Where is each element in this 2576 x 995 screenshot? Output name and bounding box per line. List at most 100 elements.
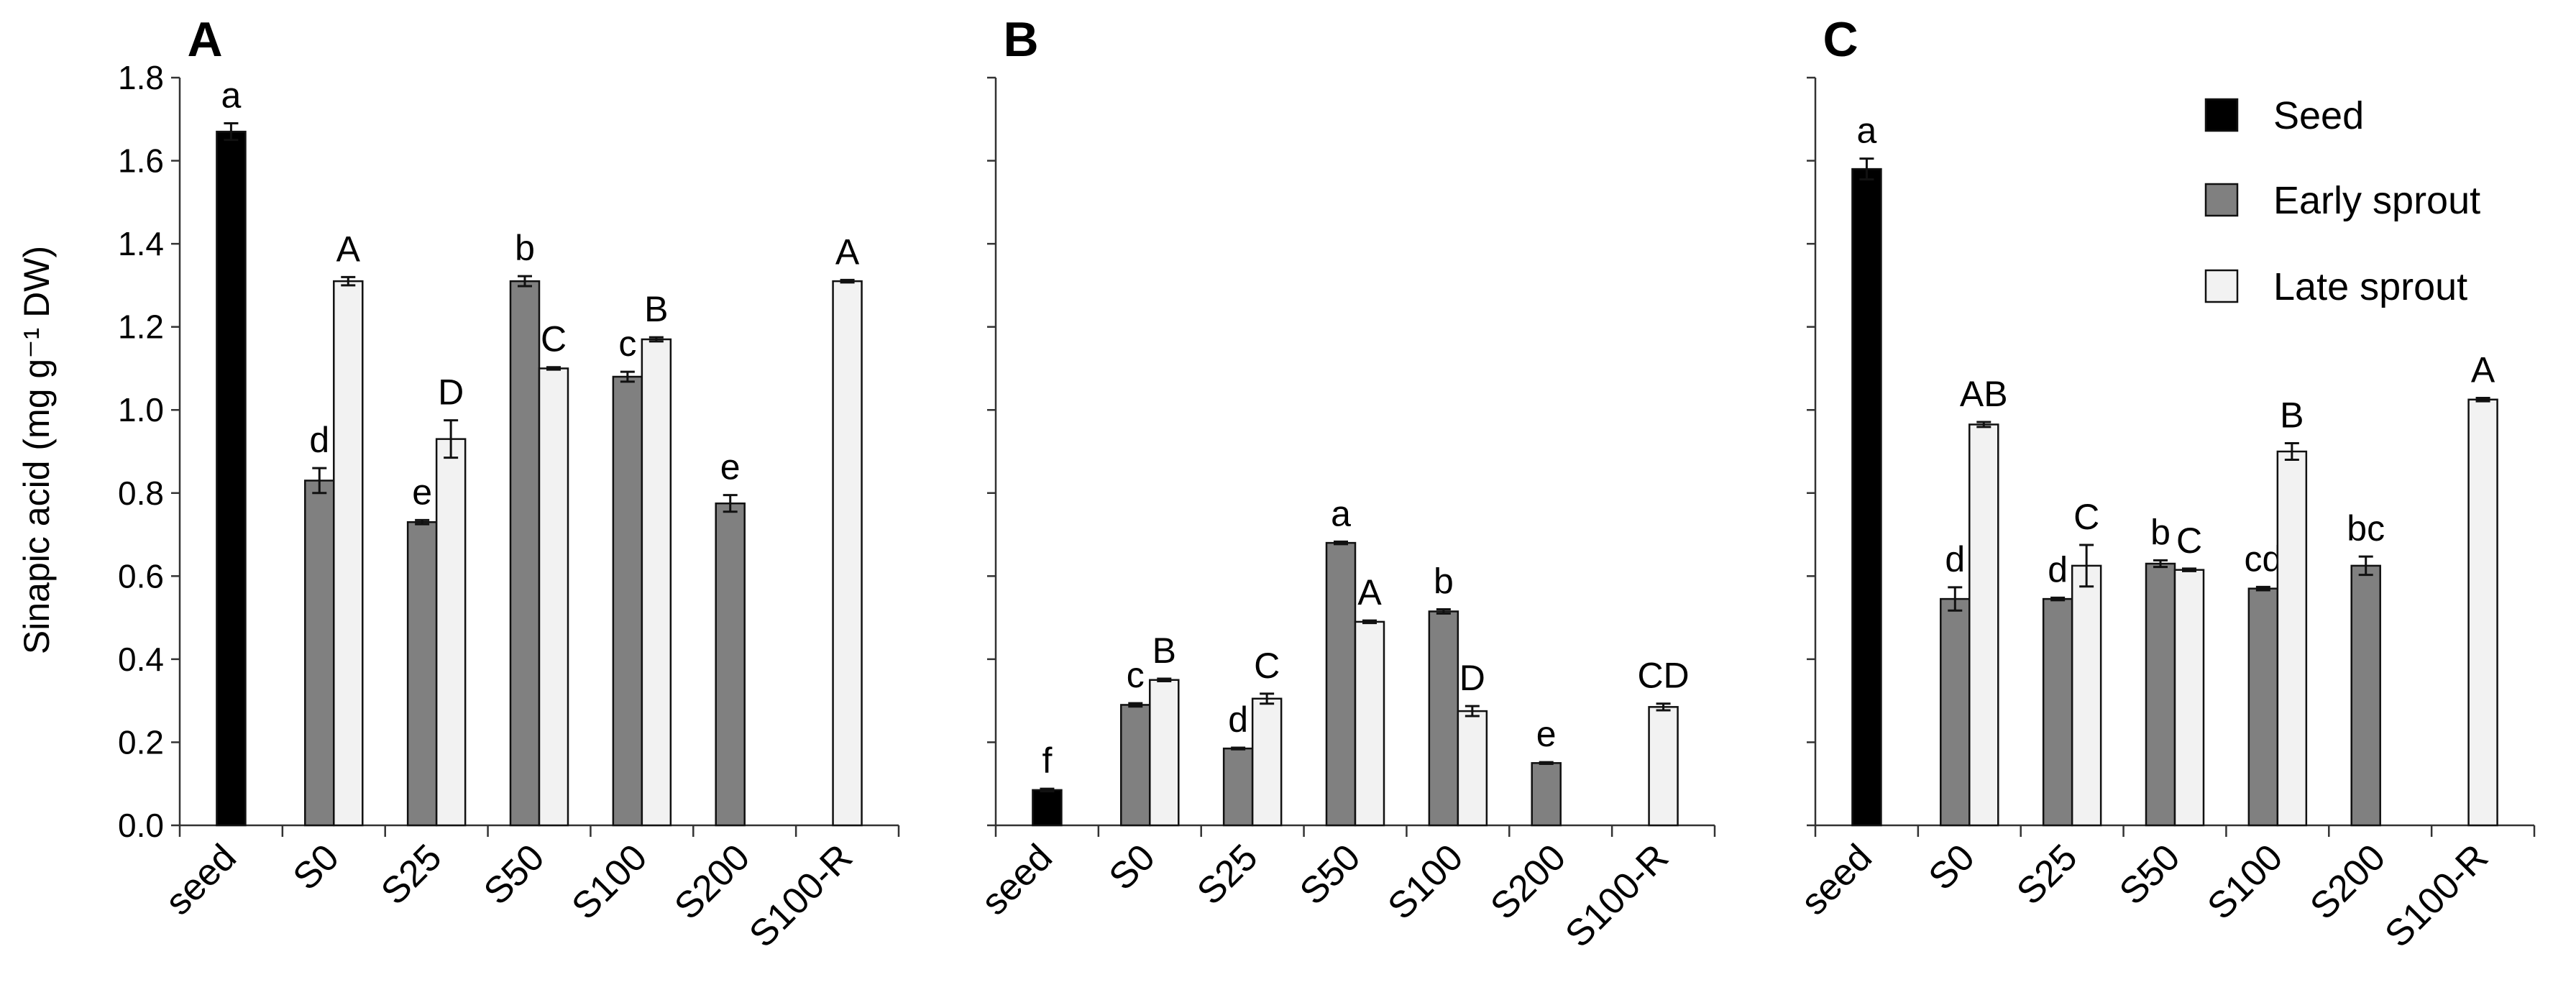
bar-S100-R-late-sprout (832, 280, 863, 827)
bar-S100-R-late-sprout (1648, 706, 1679, 827)
y-tick-label: 1.6 (118, 142, 164, 180)
significance-label: C (541, 319, 567, 359)
bar-S100-late-sprout (2276, 450, 2308, 827)
bar-S200-early-sprout (1531, 762, 1562, 827)
panel-letter: C (1823, 12, 1858, 67)
significance-label: B (644, 289, 668, 329)
significance-label: e (1536, 714, 1557, 754)
significance-label: AB (1960, 374, 2008, 414)
significance-label: CD (1637, 656, 1689, 696)
y-axis-label: Sinapic acid (mg g⁻¹ DW) (17, 246, 57, 654)
significance-label: e (720, 447, 741, 487)
significance-label: C (2176, 521, 2202, 561)
bar-S25-late-sprout (1251, 697, 1283, 827)
legend-swatch-seed (2204, 98, 2239, 132)
x-tick-label: S50 (2112, 836, 2188, 912)
bar-seed-seed (1851, 168, 1882, 827)
x-tick-label: S100-R (2377, 836, 2496, 955)
legend-label: Seed (2273, 94, 2364, 137)
bar-S25-late-sprout (2071, 564, 2102, 827)
bar-S50-early-sprout (1325, 541, 1357, 827)
significance-label: A (336, 229, 361, 269)
bar-S100-early-sprout (612, 375, 643, 827)
y-tick-label: 0.2 (118, 723, 164, 761)
y-tick-label: 1.0 (118, 391, 164, 428)
bar-S100-late-sprout (641, 338, 672, 827)
x-tick-label: seed (157, 836, 244, 923)
bar-S0-late-sprout (333, 280, 364, 827)
significance-label: B (2280, 395, 2304, 435)
bar-S50-early-sprout (509, 280, 541, 827)
x-tick-label: S200 (1482, 836, 1574, 927)
bar-S0-early-sprout (1120, 704, 1151, 827)
bar-seed-seed (1032, 789, 1063, 827)
y-tick-label: 0.8 (118, 474, 164, 512)
significance-label: C (2073, 497, 2099, 537)
bar-S25-late-sprout (435, 438, 467, 827)
bar-S50-late-sprout (1354, 620, 1385, 827)
bar-S25-early-sprout (1222, 747, 1254, 827)
significance-label: d (309, 420, 329, 460)
significance-label: d (1945, 539, 1965, 579)
significance-label: A (2471, 349, 2495, 390)
bar-S200-early-sprout (715, 502, 746, 827)
legend-label: Late sprout (2273, 265, 2467, 308)
legend-label: Early sprout (2273, 179, 2480, 222)
significance-label: b (515, 228, 535, 268)
bar-S25-early-sprout (2042, 597, 2073, 827)
y-tick-label: 1.2 (118, 308, 164, 346)
y-tick-label: 1.4 (118, 225, 164, 262)
x-tick-label: S25 (2009, 836, 2085, 912)
significance-label: cd (2244, 538, 2282, 579)
significance-label: D (1459, 658, 1485, 698)
x-tick-label: S100-R (741, 836, 861, 955)
significance-label: d (1228, 700, 1248, 740)
significance-label: D (438, 372, 464, 413)
bar-S100-R-late-sprout (2467, 398, 2498, 827)
bar-S0-late-sprout (1968, 423, 1999, 827)
legend: Seed Early sprout Late sprout (2204, 94, 2480, 308)
significance-label: c (618, 324, 636, 364)
y-tick-label: 0.0 (118, 807, 164, 844)
significance-label: C (1254, 646, 1280, 686)
x-tick-label: S100 (564, 836, 655, 927)
significance-label: a (1331, 493, 1351, 533)
bar-S0-early-sprout (304, 480, 335, 827)
panel-letter: B (1003, 12, 1038, 67)
bar-S0-late-sprout (1149, 679, 1180, 827)
x-tick-label: S50 (1292, 836, 1368, 912)
bar-seed-seed (216, 130, 247, 827)
x-tick-label: S0 (285, 836, 347, 898)
panel-A: 0.0 0.2 0.4 0.6 0.8 1.0 1.2 1.4 1.6 1.8 seed S0 S25 S… (118, 12, 900, 955)
bar-S50-late-sprout (2173, 569, 2205, 827)
significance-label: a (221, 75, 242, 116)
x-tick-label: S0 (1921, 836, 1983, 898)
x-tick-label: seed (1793, 836, 1880, 923)
significance-label: bc (2347, 508, 2385, 549)
bar-S25-early-sprout (406, 521, 438, 827)
bar-S100-late-sprout (1457, 710, 1488, 827)
significance-label: A (835, 231, 860, 272)
y-tick-label: 0.6 (118, 557, 164, 595)
significance-label: b (2150, 512, 2171, 552)
significance-label: f (1042, 740, 1052, 781)
significance-label: a (1857, 111, 1877, 151)
x-tick-label: seed (973, 836, 1060, 923)
x-tick-label: S100 (1380, 836, 1471, 927)
legend-swatch-late-sprout (2204, 269, 2239, 303)
significance-label: e (412, 472, 432, 512)
chart-panels: 0.0 0.2 0.4 0.6 0.8 1.0 1.2 1.4 1.6 1.8 seed S0 S25 S… (118, 12, 2536, 955)
bar-S100-early-sprout (1428, 610, 1459, 827)
y-tick-label: 0.4 (118, 641, 164, 678)
x-tick-label: S25 (1189, 836, 1265, 912)
bar-S50-late-sprout (538, 367, 569, 827)
bar-S200-early-sprout (2350, 564, 2381, 827)
y-tick-label: 1.8 (118, 59, 164, 96)
x-tick-label: S200 (666, 836, 758, 927)
x-tick-label: S0 (1101, 836, 1163, 898)
significance-label: c (1127, 655, 1145, 695)
legend-swatch-early-sprout (2204, 183, 2239, 217)
